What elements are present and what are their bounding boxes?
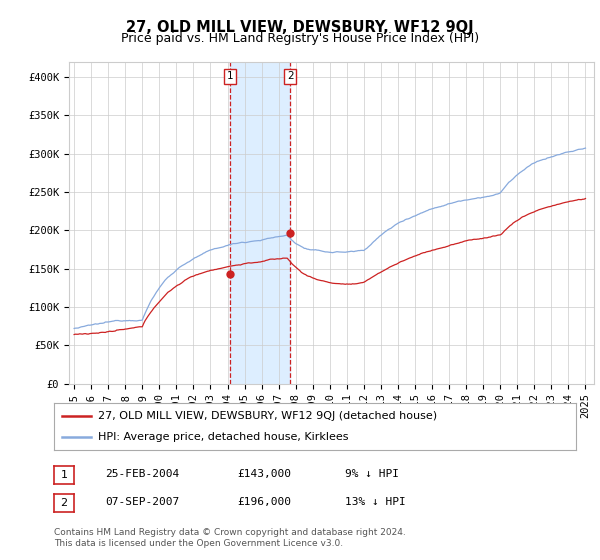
Text: £196,000: £196,000 (237, 497, 291, 507)
Text: Price paid vs. HM Land Registry's House Price Index (HPI): Price paid vs. HM Land Registry's House … (121, 32, 479, 45)
Text: 13% ↓ HPI: 13% ↓ HPI (345, 497, 406, 507)
Text: 9% ↓ HPI: 9% ↓ HPI (345, 469, 399, 479)
Text: 1: 1 (61, 470, 67, 480)
Text: 2: 2 (287, 71, 293, 81)
Text: £143,000: £143,000 (237, 469, 291, 479)
Text: 27, OLD MILL VIEW, DEWSBURY, WF12 9QJ: 27, OLD MILL VIEW, DEWSBURY, WF12 9QJ (126, 20, 474, 35)
Text: 2: 2 (61, 498, 67, 508)
Text: 25-FEB-2004: 25-FEB-2004 (105, 469, 179, 479)
Text: 1: 1 (227, 71, 233, 81)
Text: 27, OLD MILL VIEW, DEWSBURY, WF12 9QJ (detached house): 27, OLD MILL VIEW, DEWSBURY, WF12 9QJ (d… (98, 410, 437, 421)
Text: Contains HM Land Registry data © Crown copyright and database right 2024.
This d: Contains HM Land Registry data © Crown c… (54, 528, 406, 548)
Text: 07-SEP-2007: 07-SEP-2007 (105, 497, 179, 507)
Text: HPI: Average price, detached house, Kirklees: HPI: Average price, detached house, Kirk… (98, 432, 349, 442)
Bar (230, 62, 290, 384)
